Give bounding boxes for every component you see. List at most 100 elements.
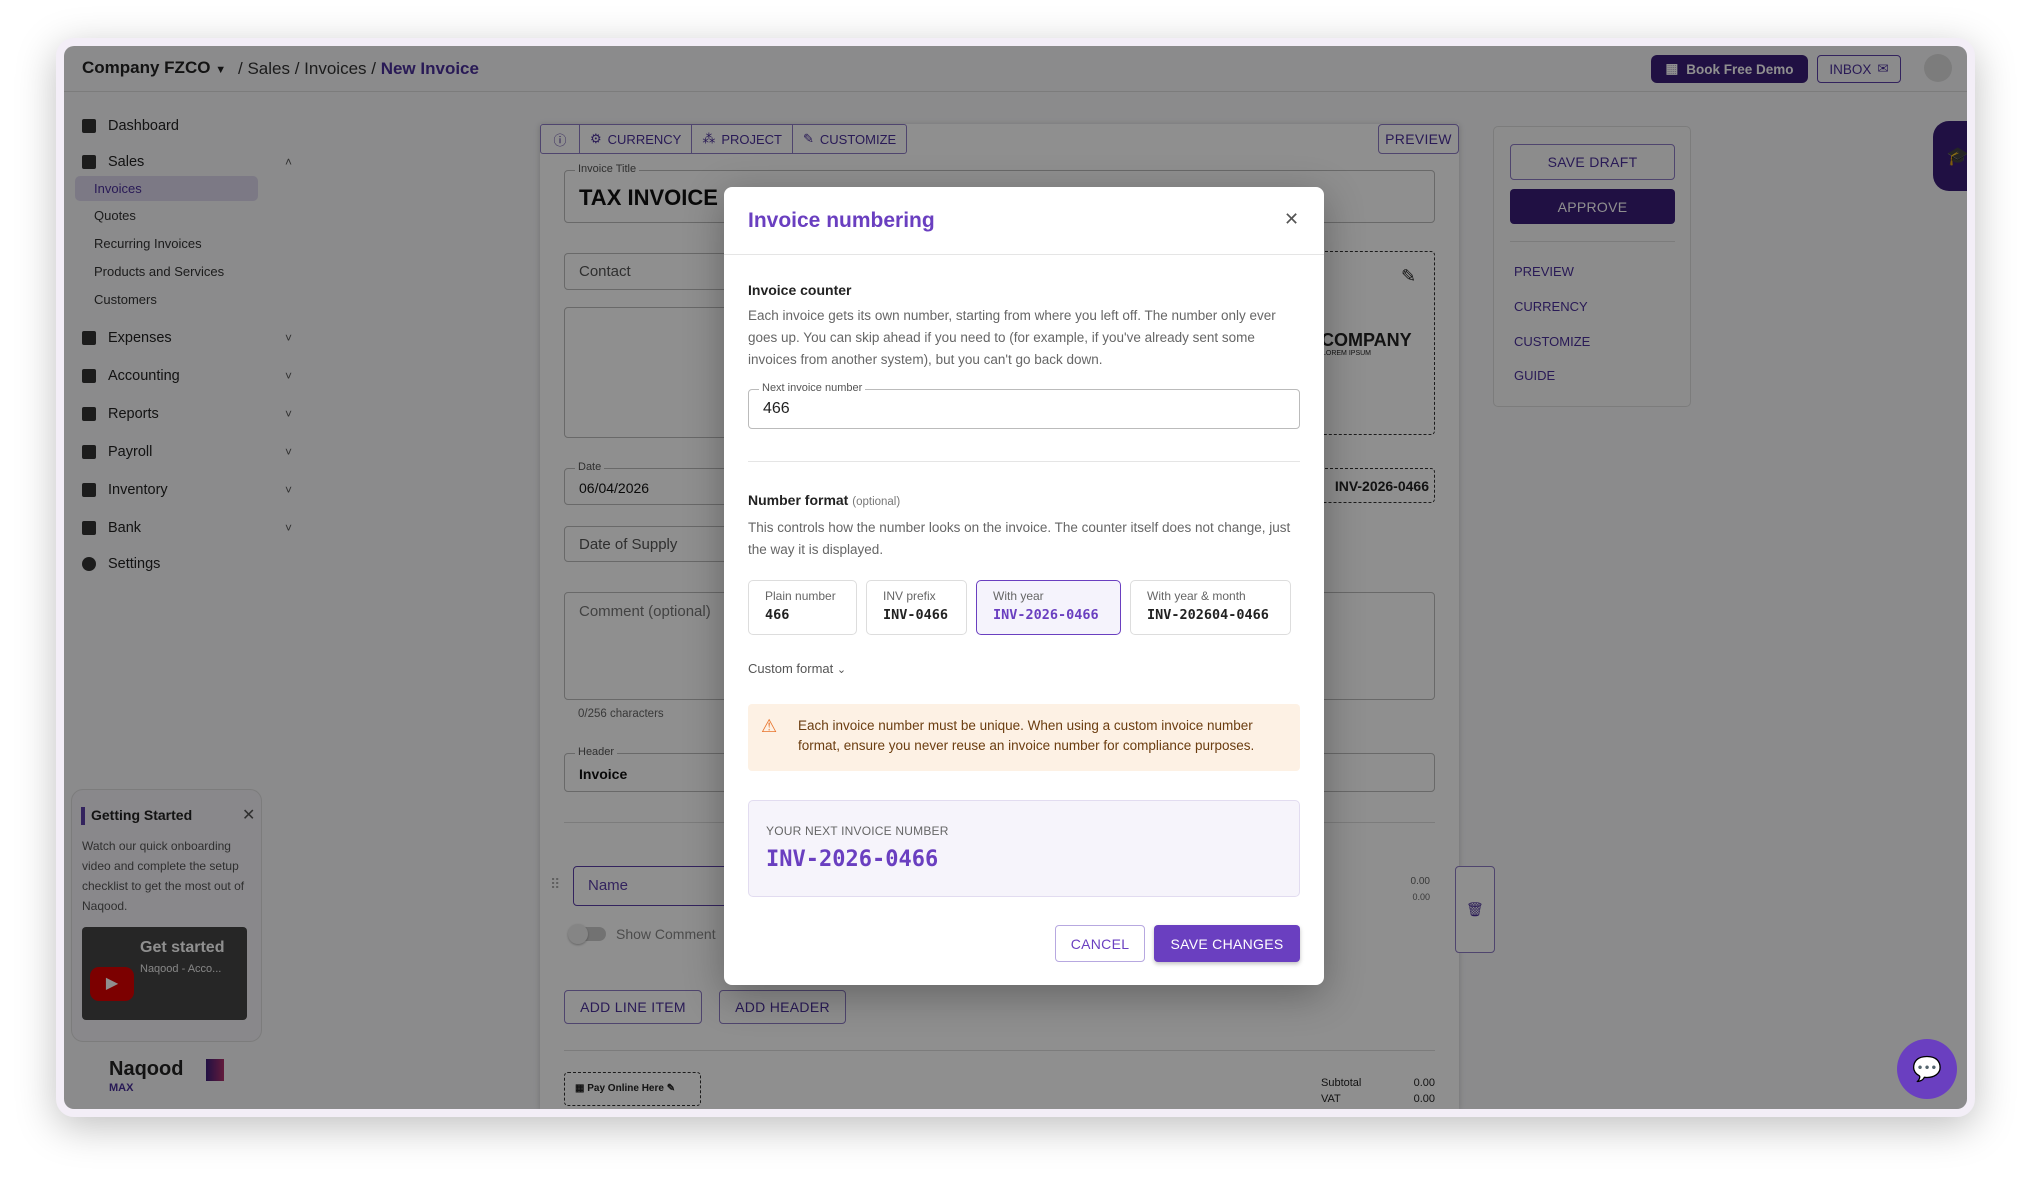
- avatar[interactable]: [1924, 54, 1952, 82]
- save-draft-button[interactable]: SAVE DRAFT: [1510, 144, 1675, 180]
- qr-icon: ▦: [575, 1083, 588, 1094]
- format-option-prefix[interactable]: INV prefix INV-0466: [866, 580, 967, 635]
- video-title: Get started: [140, 939, 225, 956]
- pencil-icon[interactable]: ✎: [1401, 266, 1417, 286]
- show-comment-label: Show Comment: [616, 926, 716, 942]
- sidebar-item-inventory[interactable]: Inventory ˅: [82, 482, 322, 498]
- pencil-icon: ✎: [803, 131, 814, 146]
- delete-line-button[interactable]: 🗑: [1455, 866, 1495, 953]
- sidebar-active-highlight: [75, 176, 258, 201]
- archive-icon: [82, 483, 96, 497]
- chevron-down-icon: ˅: [284, 445, 292, 459]
- pay-online-label: Pay Online Here: [587, 1083, 664, 1094]
- sidebar-sub-invoices[interactable]: Invoices: [94, 181, 142, 196]
- book-demo-button[interactable]: ▦ Book Free Demo: [1651, 55, 1808, 83]
- save-changes-button[interactable]: SAVE CHANGES: [1154, 925, 1300, 962]
- sidebar-item-sales[interactable]: Sales ˄: [82, 154, 322, 170]
- bank-icon: [82, 521, 96, 535]
- link-preview[interactable]: PREVIEW: [1514, 264, 1574, 279]
- breadcrumb-invoices[interactable]: Invoices: [304, 59, 367, 78]
- next-number-preview: YOUR NEXT INVOICE NUMBER INV-2026-0466: [748, 800, 1300, 897]
- subtotal-value: 0.00: [1413, 1077, 1435, 1089]
- add-header-button[interactable]: ADD HEADER: [719, 990, 846, 1024]
- breadcrumb: / Sales / Invoices / New Invoice: [238, 59, 479, 78]
- trash-icon: 🗑: [1465, 901, 1485, 917]
- format-option-year[interactable]: With year INV-2026-0466: [976, 580, 1121, 635]
- invoice-numbering-dialog: Invoice numbering ✕ Invoice counter Each…: [724, 187, 1324, 985]
- inbox-button[interactable]: INBOX ✉: [1817, 55, 1901, 83]
- breadcrumb-sales[interactable]: Sales: [247, 59, 290, 78]
- chat-icon[interactable]: 💬: [1897, 1039, 1957, 1099]
- close-icon[interactable]: ✕: [1284, 209, 1300, 229]
- getting-started-card: Getting Started ✕ Watch our quick onboar…: [71, 789, 262, 1042]
- sidebar-item-settings[interactable]: Settings: [82, 556, 322, 572]
- company-name: Company FZCO: [82, 58, 211, 77]
- sidebar-sub-products[interactable]: Products and Services: [94, 264, 225, 279]
- sidebar-sub-customers[interactable]: Customers: [94, 292, 157, 307]
- link-customize[interactable]: CUSTOMIZE: [1514, 334, 1591, 349]
- invoice-toolbar: ⓘ ⚙ CURRENCY ⁂ PROJECT ✎ CUSTOMIZE: [540, 124, 908, 154]
- chevron-down-icon: ˅: [284, 483, 292, 497]
- approve-button[interactable]: APPROVE: [1510, 189, 1675, 224]
- chevron-down-icon: ⌄: [836, 664, 847, 676]
- pencil-icon: ✎: [666, 1083, 676, 1094]
- char-count: 0/256 characters: [578, 708, 664, 720]
- pay-online-block[interactable]: ▦ Pay Online Here ✎: [564, 1072, 701, 1106]
- format-option-plain[interactable]: Plain number 466: [748, 580, 857, 635]
- next-invoice-number-input[interactable]: Next invoice number 466: [748, 382, 1300, 429]
- wallet-icon: [82, 445, 96, 459]
- brand-tier: MAX: [109, 1082, 134, 1094]
- line-amount: 0.00: [1410, 876, 1430, 887]
- actions-panel: SAVE DRAFT APPROVE PREVIEW CURRENCY CUST…: [1493, 126, 1691, 407]
- chevron-down-icon: ˅: [284, 521, 292, 535]
- customize-button[interactable]: ✎ CUSTOMIZE: [803, 131, 897, 147]
- chevron-down-icon: ˅: [284, 331, 292, 345]
- subtotal-label: Subtotal: [1321, 1077, 1362, 1089]
- chevron-down-icon: ˅: [284, 407, 292, 421]
- graduation-cap-icon[interactable]: 🎓: [1933, 121, 1967, 191]
- dashboard-icon: [82, 119, 96, 133]
- link-currency[interactable]: CURRENCY: [1514, 299, 1588, 314]
- sidebar-item-expenses[interactable]: Expenses ˅: [82, 330, 322, 346]
- help-icon[interactable]: ⓘ: [541, 125, 580, 153]
- scale-icon: [82, 369, 96, 383]
- format-description: This controls how the number looks on th…: [748, 520, 1291, 557]
- gear-icon: ⚙: [590, 131, 602, 146]
- sidebar-item-dashboard[interactable]: Dashboard: [82, 118, 322, 134]
- logo-mark-icon: [206, 1059, 224, 1081]
- mail-icon: ✉: [1877, 61, 1889, 76]
- drag-handle-icon[interactable]: ⠿: [550, 876, 561, 892]
- warning-icon: ⚠: [761, 716, 778, 736]
- sidebar-item-reports[interactable]: Reports ˅: [82, 406, 322, 422]
- counter-heading: Invoice counter: [748, 282, 852, 298]
- preview-button[interactable]: PREVIEW: [1378, 124, 1459, 154]
- vat-value: 0.00: [1413, 1093, 1435, 1105]
- register-icon: [82, 155, 96, 169]
- onboarding-video[interactable]: Get started Naqood - Acco... ▶: [82, 927, 247, 1020]
- breadcrumb-current: New Invoice: [380, 59, 479, 78]
- add-line-item-button[interactable]: ADD LINE ITEM: [564, 990, 702, 1024]
- sidebar-item-payroll[interactable]: Payroll ˅: [82, 444, 322, 460]
- dialog-title: Invoice numbering: [748, 209, 935, 232]
- project-button[interactable]: ⁂ PROJECT: [692, 125, 793, 153]
- uniqueness-warning: ⚠ Each invoice number must be unique. Wh…: [748, 704, 1300, 771]
- format-heading: Number format (optional): [748, 492, 901, 508]
- format-option-year-month[interactable]: With year & month INV-202604-0466: [1130, 580, 1291, 635]
- play-icon[interactable]: ▶: [90, 967, 134, 1001]
- cancel-button[interactable]: CANCEL: [1055, 925, 1145, 962]
- gear-icon: [82, 557, 96, 571]
- company-switcher[interactable]: Company FZCO ▼: [82, 58, 226, 78]
- sidebar-item-bank[interactable]: Bank ˅: [82, 520, 322, 536]
- calendar-icon: ▦: [1665, 61, 1679, 76]
- sidebar-sub-recurring[interactable]: Recurring Invoices: [94, 236, 202, 251]
- currency-button[interactable]: ⚙ CURRENCY: [580, 125, 693, 153]
- link-guide[interactable]: GUIDE: [1514, 368, 1556, 383]
- sidebar-sub-quotes[interactable]: Quotes: [94, 208, 136, 223]
- custom-format-toggle[interactable]: Custom format ⌄: [748, 661, 847, 676]
- sidebar-item-accounting[interactable]: Accounting ˅: [82, 368, 322, 384]
- close-icon[interactable]: ✕: [242, 807, 256, 824]
- company-logo: COMPANY: [1321, 330, 1412, 350]
- show-comment-toggle[interactable]: [568, 924, 606, 944]
- line-tax: 0.00: [1412, 892, 1430, 902]
- caret-down-icon: ▼: [215, 64, 227, 76]
